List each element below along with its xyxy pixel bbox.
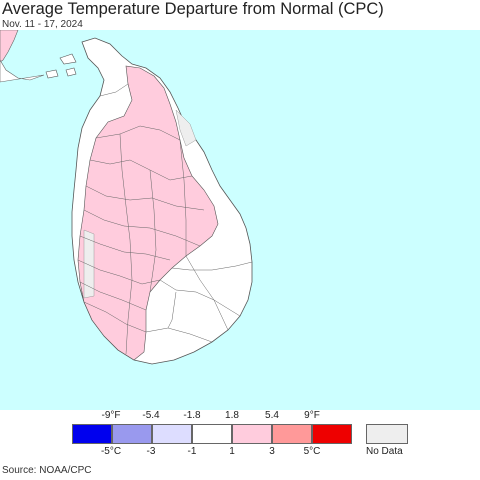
legend-c-tick: 5°C <box>303 446 321 457</box>
source-credit: Source: NOAA/CPC <box>2 465 92 476</box>
india-coast-white <box>0 59 45 83</box>
legend-swatch-no-data <box>366 424 408 444</box>
legend-f-tick: -5.4 <box>142 410 160 421</box>
legend-no-data-label: No Data <box>366 446 403 457</box>
legend-f-tick: 9°F <box>304 410 320 421</box>
district-boundaries <box>77 83 253 355</box>
legend-c-tick: -1 <box>187 446 197 457</box>
legend: -9°F -5.4 -1.8 1.8 5.4 9°F -5°C -3 -1 1 … <box>0 410 480 460</box>
legend-swatch-near-normal <box>192 424 232 444</box>
legend-swatch-above-5c <box>312 424 352 444</box>
india-coast <box>0 30 19 63</box>
legend-c-tick: -3 <box>146 446 156 457</box>
date-range: Nov. 11 - 17, 2024 <box>2 19 83 30</box>
legend-f-tick: -1.8 <box>183 410 201 421</box>
northern-islands <box>45 53 77 79</box>
legend-swatch-below-5c <box>72 424 112 444</box>
legend-swatch-3-to-5 <box>272 424 312 444</box>
no-data-east <box>175 109 197 147</box>
legend-swatch-minus-5-to-3 <box>112 424 152 444</box>
legend-c-tick: -5°C <box>100 446 122 457</box>
legend-swatch-1-to-3 <box>232 424 272 444</box>
legend-f-tick: 1.8 <box>225 410 239 421</box>
no-data-west <box>83 229 95 299</box>
legend-f-tick: -9°F <box>101 410 121 421</box>
sri-lanka-map <box>0 30 480 410</box>
page-title: Average Temperature Departure from Norma… <box>2 0 384 18</box>
legend-f-tick: 5.4 <box>265 410 279 421</box>
legend-c-tick: 1 <box>229 446 235 457</box>
legend-c-tick: 3 <box>269 446 275 457</box>
warm-anomaly-region <box>77 65 219 361</box>
legend-swatch-minus-3-to-1 <box>152 424 192 444</box>
